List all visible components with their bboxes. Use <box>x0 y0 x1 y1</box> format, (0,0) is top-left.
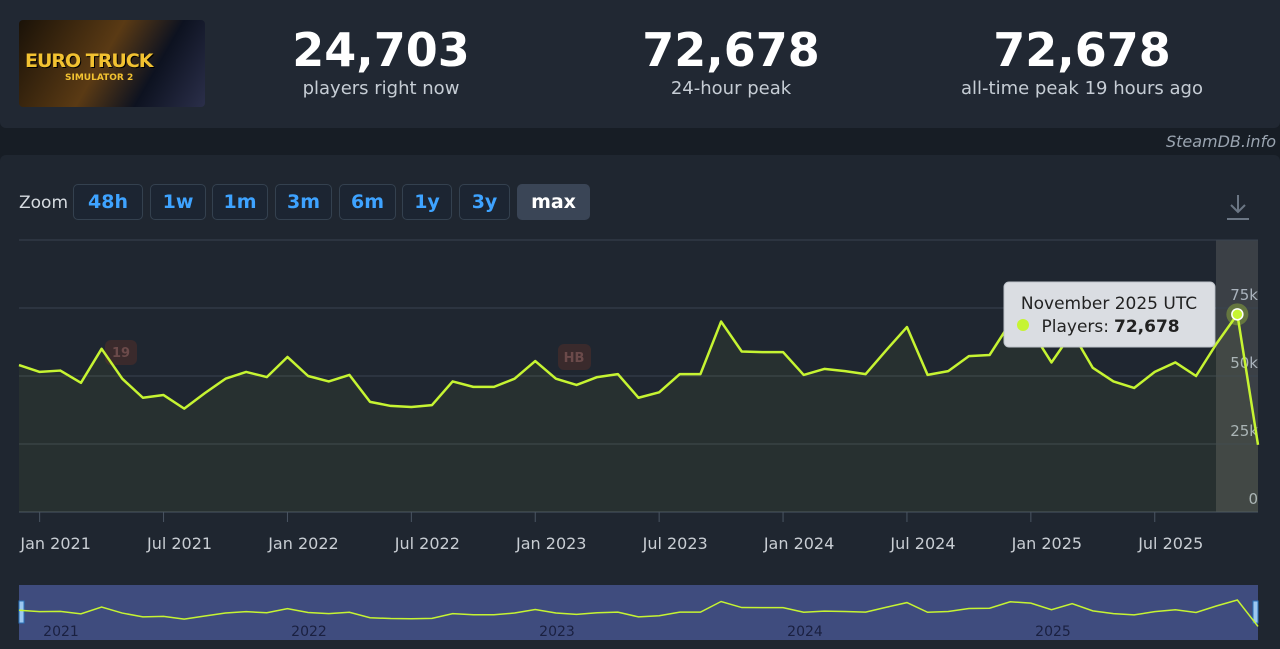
x-tick-label: Jan 2021 <box>19 534 90 553</box>
x-tick-label: Jul 2025 <box>1137 534 1203 553</box>
flag[interactable]: 19 <box>105 340 137 365</box>
navigator-year: 2024 <box>787 624 823 640</box>
stat: 72,678 24-hour peak <box>581 24 881 99</box>
x-tick-label: Jan 2024 <box>763 534 834 553</box>
x-tick-label: Jan 2025 <box>1011 534 1082 553</box>
y-tick-label: 25k <box>1230 422 1258 440</box>
navigator-handle[interactable] <box>1252 600 1259 624</box>
x-tick-label: Jan 2023 <box>515 534 586 553</box>
header: EURO TRUCK SIMULATOR 2 24,703 players rig… <box>0 0 1280 128</box>
logo-subtitle: SIMULATOR 2 <box>65 73 134 83</box>
source[interactable]: SteamDB.info <box>1165 132 1276 151</box>
chart-panel <box>0 155 1280 649</box>
navigator-year: 2023 <box>539 624 575 640</box>
zoom-button[interactable]: 1m <box>212 184 268 220</box>
zoom-label: Zoom <box>19 193 69 213</box>
x-tick-label: Jul 2022 <box>394 534 460 553</box>
flag-label: 19 <box>112 346 130 361</box>
y-tick-label: 75k <box>1230 286 1258 304</box>
zoom-button[interactable]: 3m <box>275 184 332 220</box>
navigator-year: 2021 <box>43 624 79 640</box>
stat-label: 24-hour peak <box>670 78 792 99</box>
logo-title: EURO TRUCK <box>25 50 153 72</box>
area <box>19 314 1258 512</box>
flag[interactable]: HB <box>558 344 591 370</box>
stat-value: 72,678 <box>993 23 1171 77</box>
navigator[interactable] <box>19 585 1258 640</box>
navigator-year: 2025 <box>1035 624 1071 640</box>
zoom-button[interactable]: 6m <box>339 184 396 220</box>
x-tick-label: Jul 2023 <box>642 534 708 553</box>
navigator-handle[interactable] <box>18 600 25 624</box>
y-tick-label: 0 <box>1248 490 1258 508</box>
tooltip-label: Players: <box>1042 317 1110 337</box>
download-icon[interactable] <box>1227 195 1249 220</box>
stat-value: 72,678 <box>642 23 820 77</box>
game-logo[interactable]: EURO TRUCK SIMULATOR 2 <box>19 20 205 107</box>
flag-label: HB <box>564 351 585 366</box>
tooltip-marker <box>1017 319 1029 331</box>
zoom-button[interactable]: 1w <box>150 184 206 220</box>
zoom-button[interactable]: max <box>517 184 590 220</box>
x-tick-label: Jul 2024 <box>889 534 955 553</box>
stat-label: players right now <box>302 78 460 99</box>
stat: 72,678 all-time peak 19 hours ago <box>932 24 1232 99</box>
stat: 24,703 players right now <box>231 24 531 99</box>
stat-value: 24,703 <box>292 23 470 77</box>
zoom-button[interactable]: 1y <box>402 184 452 220</box>
x-tick-label: Jul 2021 <box>146 534 212 553</box>
tooltip-value: 72,678 <box>1114 317 1180 337</box>
line <box>18 313 1260 446</box>
x-tick-label: Jan 2022 <box>267 534 338 553</box>
stat-label: all-time peak 19 hours ago <box>960 78 1203 99</box>
hover-point <box>1231 308 1244 321</box>
navigator-line <box>18 599 1259 627</box>
navigator-year: 2022 <box>291 624 327 640</box>
tooltip-box <box>1003 281 1216 348</box>
tooltip-title: November 2025 UTC <box>1021 294 1197 314</box>
zoom-button[interactable]: 3y <box>459 184 510 220</box>
zoom-button[interactable]: 48h <box>73 184 143 220</box>
tooltip: November 2025 UTC Players: 72,678 <box>1003 281 1216 348</box>
